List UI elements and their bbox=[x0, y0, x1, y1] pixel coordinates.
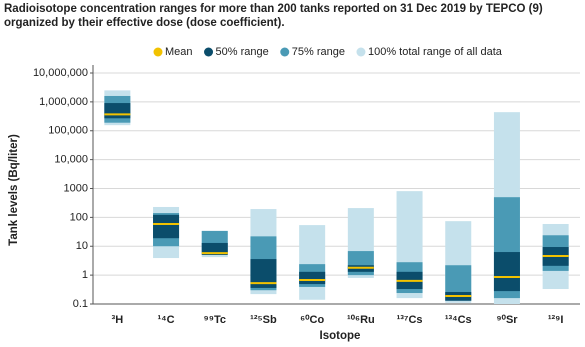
legend-label: 75% range bbox=[292, 46, 345, 58]
y-tick-label: 10,000,000 bbox=[33, 67, 88, 79]
y-axis-label: Tank levels (Bq/liter) bbox=[8, 134, 20, 246]
x-tick-label: ¹³⁴Cs bbox=[445, 314, 472, 326]
y-tick-label: 10 bbox=[76, 240, 88, 252]
legend-swatch bbox=[356, 47, 366, 57]
y-tick-label: 1000 bbox=[64, 182, 88, 194]
x-tick-label: ¹³⁷Cs bbox=[397, 314, 423, 326]
y-tick-label: 100,000 bbox=[48, 125, 88, 137]
legend-swatch bbox=[153, 47, 163, 57]
x-axis-label: Isotope bbox=[320, 330, 361, 342]
legend-label: Mean bbox=[165, 46, 193, 58]
y-tick-label: 100 bbox=[70, 211, 88, 223]
legend-label: 50% range bbox=[216, 46, 269, 58]
x-tick-label: ⁹⁹Tc bbox=[204, 314, 226, 326]
x-tick-label: ⁶⁰Co bbox=[300, 314, 324, 326]
chart-title: Radioisotope concentration ranges for mo… bbox=[4, 3, 543, 15]
x-tick-label: ⁹⁰Sr bbox=[496, 314, 518, 326]
range-bar bbox=[299, 225, 326, 300]
x-tick-label: ¹⁴C bbox=[158, 314, 175, 326]
legend-swatch bbox=[204, 47, 214, 57]
chart-title: organized by their effective dose (dose … bbox=[4, 17, 285, 29]
x-tick-label: ³H bbox=[112, 314, 124, 326]
legend-swatch bbox=[280, 47, 290, 57]
range-bar bbox=[299, 271, 326, 285]
x-tick-label: ¹²⁵Sb bbox=[250, 314, 277, 326]
y-tick-label: 10,000 bbox=[54, 154, 88, 166]
range-bar bbox=[201, 242, 228, 255]
y-tick-label: 1,000,000 bbox=[39, 96, 88, 108]
range-bar bbox=[104, 103, 131, 119]
range-bar bbox=[153, 214, 180, 239]
y-tick-label: 0.1 bbox=[73, 298, 88, 310]
x-tick-label: ¹²⁹I bbox=[548, 314, 564, 326]
legend-label: 100% total range of all data bbox=[368, 46, 503, 58]
x-tick-label: ¹⁰⁶Ru bbox=[347, 314, 375, 326]
range-bar bbox=[493, 252, 520, 292]
y-tick-label: 1 bbox=[82, 269, 88, 281]
